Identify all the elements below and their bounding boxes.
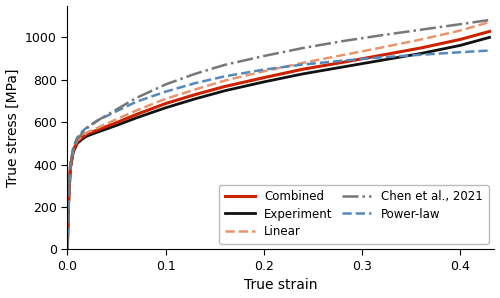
X-axis label: True strain: True strain bbox=[244, 278, 318, 292]
Y-axis label: True stress [MPa]: True stress [MPa] bbox=[6, 68, 20, 187]
Legend: Combined, Experiment, Linear, Chen et al., 2021, Power-law: Combined, Experiment, Linear, Chen et al… bbox=[219, 184, 488, 243]
